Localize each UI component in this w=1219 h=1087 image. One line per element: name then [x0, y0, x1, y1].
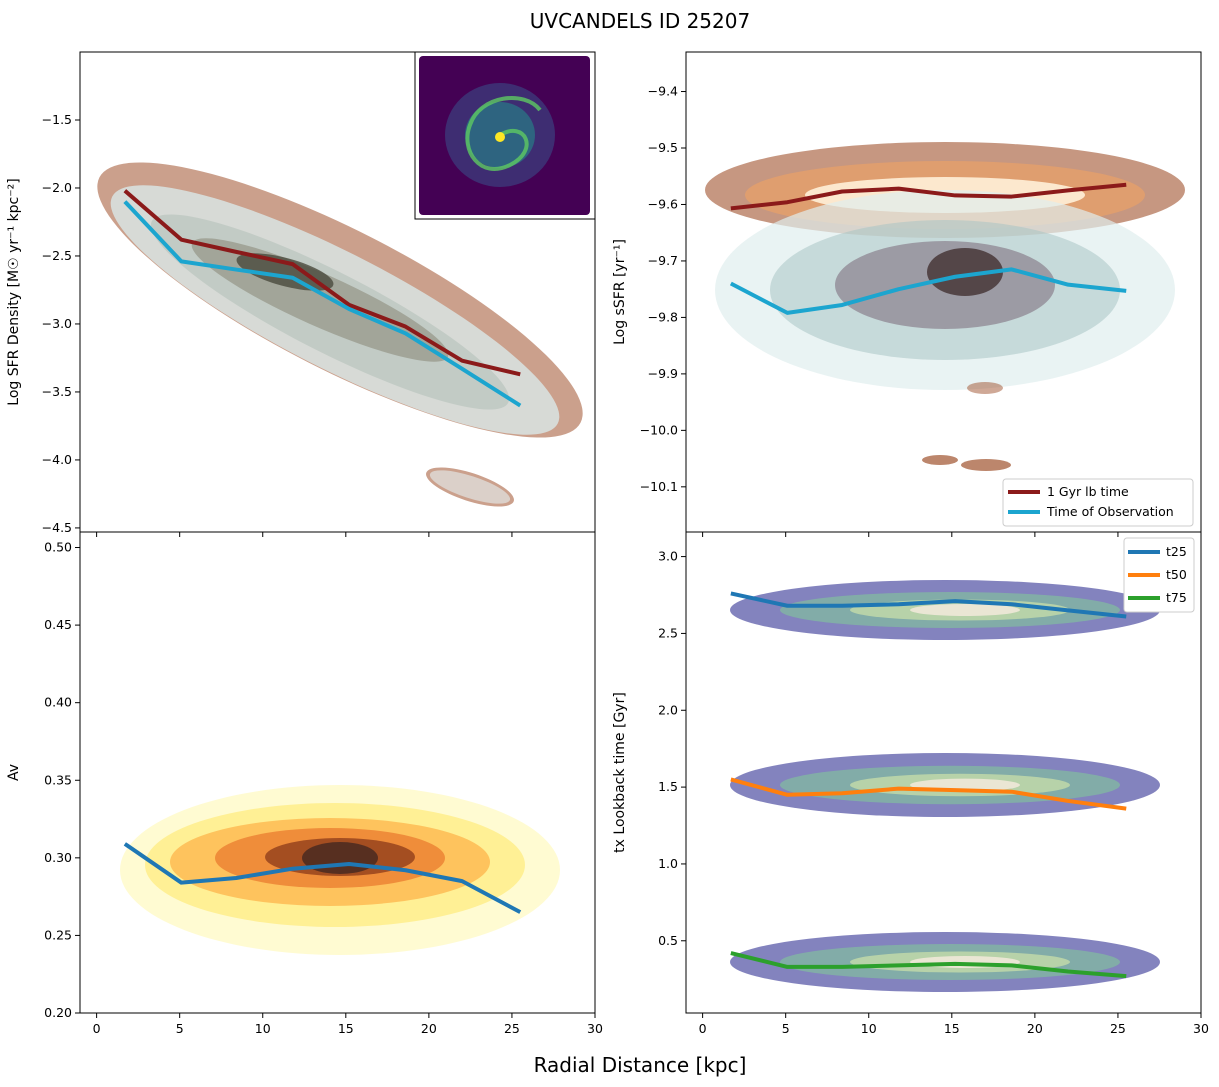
density-contour — [910, 604, 1020, 616]
x-tick-label: 30 — [1193, 1021, 1209, 1036]
legend: 1 Gyr lb time Time of Observation — [1002, 478, 1194, 527]
x-tick-label: 15 — [944, 1021, 960, 1036]
y-tick-label: 0.35 — [44, 772, 72, 787]
x-tick-label: 5 — [176, 1021, 184, 1036]
y-tick-label: −3.5 — [42, 384, 72, 399]
legend-label: Time of Observation — [1046, 504, 1174, 519]
panel-bottom-left: 0.20 0.25 0.30 0.35 0.40 0.45 0.50 0 5 10 15 20 25 30… — [6, 531, 603, 1036]
series-line — [730, 777, 1127, 811]
x-tick-label: 25 — [504, 1021, 520, 1036]
y-tick-label: −3.0 — [42, 316, 72, 331]
axes-frame — [79, 531, 596, 1014]
legend-label: t25 — [1166, 544, 1187, 559]
y-tick-label: −2.0 — [42, 180, 72, 195]
y-axis-label: Log SFR Density [M☉ yr⁻¹ kpc⁻²] — [6, 178, 22, 405]
density-contour — [927, 248, 1003, 296]
panel-top-left: −4.5 −4.0 −3.5 −3.0 −2.5 −2.0 −1.5 Log SFR Dens… — [6, 51, 596, 537]
y-tick-label: −9.9 — [648, 366, 678, 381]
series-line — [123, 842, 522, 914]
y-tick-label: 0.5 — [658, 933, 678, 948]
legend: t25 t50 t75 — [1123, 537, 1195, 613]
density-contours — [730, 580, 1160, 992]
x-tick-label: 25 — [1110, 1021, 1126, 1036]
series-line — [123, 189, 521, 377]
panel-top-right: −10.1 −10.0 −9.9 −9.8 −9.7 −9.6 −9.5 −9.4 Log sS… — [612, 51, 1202, 537]
density-contours — [120, 785, 560, 955]
y-tick-label: 0.30 — [44, 850, 72, 865]
y-tick-label: −2.5 — [42, 248, 72, 263]
density-contour — [967, 382, 1003, 394]
y-tick-label: −4.5 — [42, 520, 72, 535]
series-line — [730, 951, 1127, 979]
panels: −4.5 −4.0 −3.5 −3.0 −2.5 −2.0 −1.5 Log SFR Dens… — [6, 51, 1209, 1036]
y-tick-label: −9.6 — [648, 196, 678, 211]
y-tick-label: 0.50 — [44, 540, 72, 555]
y-tick-label: 1.0 — [658, 856, 678, 871]
y-axis-label: Log sSFR [yr⁻¹] — [612, 239, 628, 345]
legend-label: 1 Gyr lb time — [1047, 484, 1129, 499]
panel-bottom-right: 0.5 1.0 1.5 2.0 2.5 3.0 0 5 10 15 20 25 30 tx Lookbac… — [612, 531, 1209, 1036]
x-tick-label: 5 — [782, 1021, 790, 1036]
y-tick-label: −9.5 — [648, 140, 678, 155]
series-line — [730, 182, 1127, 211]
y-tick-label: 1.5 — [658, 779, 678, 794]
density-contour — [922, 455, 958, 465]
y-tick-label: −4.0 — [42, 452, 72, 467]
series-line — [729, 267, 1127, 315]
x-tick-label: 15 — [338, 1021, 354, 1036]
density-contour — [302, 842, 378, 874]
y-tick-label: −9.7 — [648, 253, 678, 268]
x-tick-label: 0 — [93, 1021, 101, 1036]
y-tick-label: 2.5 — [658, 625, 678, 640]
legend-label: t50 — [1166, 567, 1187, 582]
y-tick-label: −10.0 — [640, 422, 678, 437]
legend-label: t75 — [1166, 590, 1187, 605]
series-line — [730, 591, 1127, 619]
x-tick-label: 10 — [861, 1021, 877, 1036]
figure-title: UVCANDELS ID 25207 — [530, 9, 750, 33]
density-contour — [236, 253, 334, 291]
x-tick-label: 30 — [587, 1021, 603, 1036]
x-tick-label: 0 — [699, 1021, 707, 1036]
y-tick-label: 0.20 — [44, 1005, 72, 1020]
y-tick-label: 2.0 — [658, 702, 678, 717]
y-tick-label: −9.8 — [648, 309, 678, 324]
x-tick-label: 10 — [255, 1021, 271, 1036]
density-contours — [705, 142, 1185, 471]
galaxy-image-inset — [414, 51, 596, 220]
y-axis-label: Av — [6, 764, 22, 781]
y-tick-label: 0.25 — [44, 927, 72, 942]
y-tick-label: 0.40 — [44, 695, 72, 710]
y-tick-label: −10.1 — [640, 479, 678, 494]
figure-xlabel: Radial Distance [kpc] — [534, 1053, 747, 1077]
x-tick-label: 20 — [421, 1021, 437, 1036]
series-line — [123, 200, 522, 408]
x-tick-label: 20 — [1027, 1021, 1043, 1036]
y-tick-label: 3.0 — [658, 549, 678, 564]
y-tick-label: 0.45 — [44, 617, 72, 632]
axes-frame — [685, 531, 1202, 1014]
y-tick-label: −1.5 — [42, 112, 72, 127]
density-contour — [961, 459, 1011, 471]
y-tick-label: −9.4 — [648, 84, 678, 99]
y-axis-label: tx Lookback time [Gyr] — [612, 692, 628, 853]
density-contour — [429, 470, 511, 504]
